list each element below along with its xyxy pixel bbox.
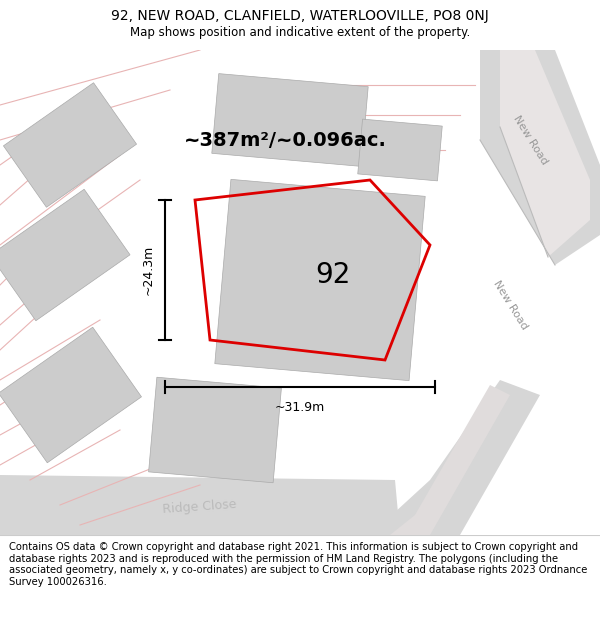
Polygon shape [358,119,442,181]
Polygon shape [370,380,540,535]
Polygon shape [212,74,368,166]
Text: 92, NEW ROAD, CLANFIELD, WATERLOOVILLE, PO8 0NJ: 92, NEW ROAD, CLANFIELD, WATERLOOVILLE, … [111,9,489,23]
Text: 92: 92 [316,261,350,289]
Text: ~31.9m: ~31.9m [275,401,325,414]
Text: Ridge Close: Ridge Close [163,498,238,516]
Polygon shape [0,475,400,535]
Polygon shape [0,328,142,462]
Polygon shape [0,189,130,321]
Polygon shape [149,378,281,482]
Polygon shape [215,179,425,381]
Text: ~24.3m: ~24.3m [142,245,155,295]
Polygon shape [4,82,137,208]
Polygon shape [390,385,510,535]
Text: Map shows position and indicative extent of the property.: Map shows position and indicative extent… [130,26,470,39]
Text: Contains OS data © Crown copyright and database right 2021. This information is : Contains OS data © Crown copyright and d… [9,542,587,587]
Text: New Road: New Road [491,279,529,331]
Text: New Road: New Road [511,114,549,166]
Polygon shape [480,50,600,265]
Text: ~387m²/~0.096ac.: ~387m²/~0.096ac. [184,131,386,149]
Polygon shape [500,50,590,257]
